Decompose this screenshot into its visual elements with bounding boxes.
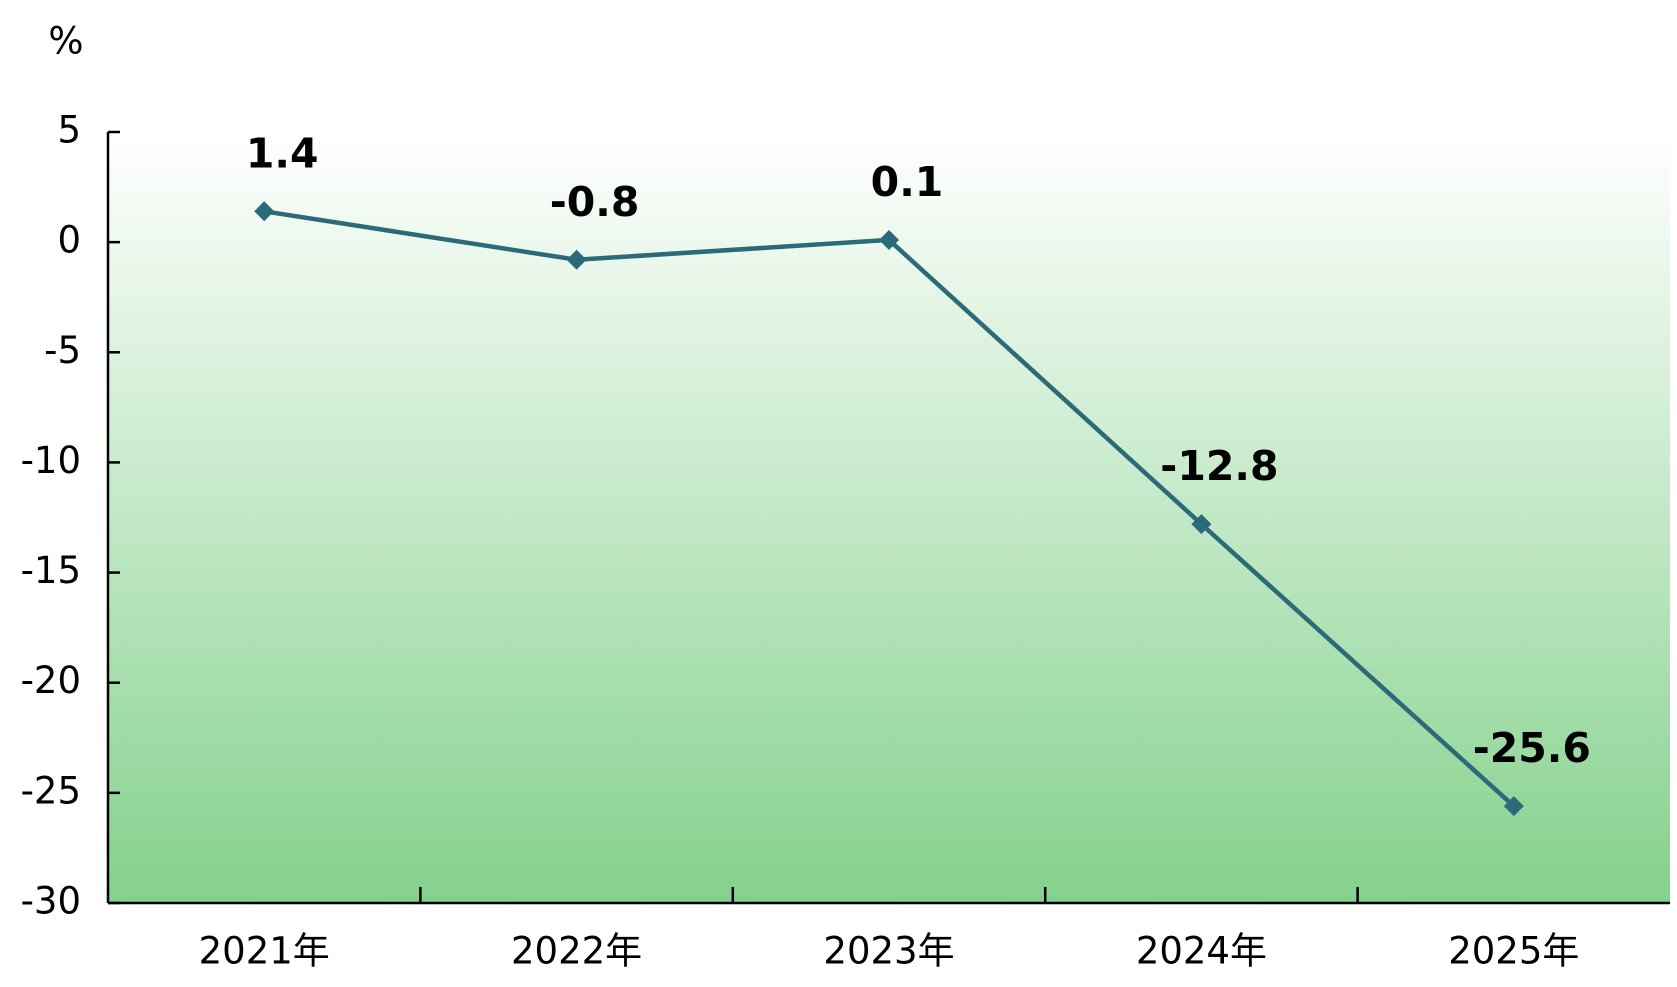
y-tick-label: -30 <box>21 880 81 923</box>
plot-background <box>108 132 1670 903</box>
marker <box>1503 796 1524 817</box>
y-axis-unit: % <box>48 20 83 63</box>
y-tick-label: -20 <box>21 659 81 702</box>
marker <box>879 229 899 250</box>
y-tick-label: -10 <box>21 439 81 482</box>
y-tick-label: -25 <box>21 769 81 812</box>
y-tick-label: -5 <box>44 329 81 372</box>
x-tick-label: 2024年 <box>1136 930 1267 973</box>
x-tick-label: 2023年 <box>823 930 954 973</box>
x-tick-label: 2021年 <box>199 930 330 973</box>
data-label: -12.8 <box>1160 442 1278 490</box>
y-tick-label: 5 <box>57 109 81 152</box>
y-tick-label: -15 <box>21 549 81 592</box>
data-label: -0.8 <box>550 178 640 226</box>
marker <box>1191 514 1212 535</box>
x-tick-label: 2022年 <box>511 930 642 973</box>
data-label: 1.4 <box>246 129 319 177</box>
marker <box>254 201 275 222</box>
y-tick-label: 0 <box>57 219 81 262</box>
x-tick-label: 2025年 <box>1448 930 1579 973</box>
data-label: -25.6 <box>1473 724 1591 772</box>
data-label: 0.1 <box>871 158 944 206</box>
marker <box>566 249 587 270</box>
